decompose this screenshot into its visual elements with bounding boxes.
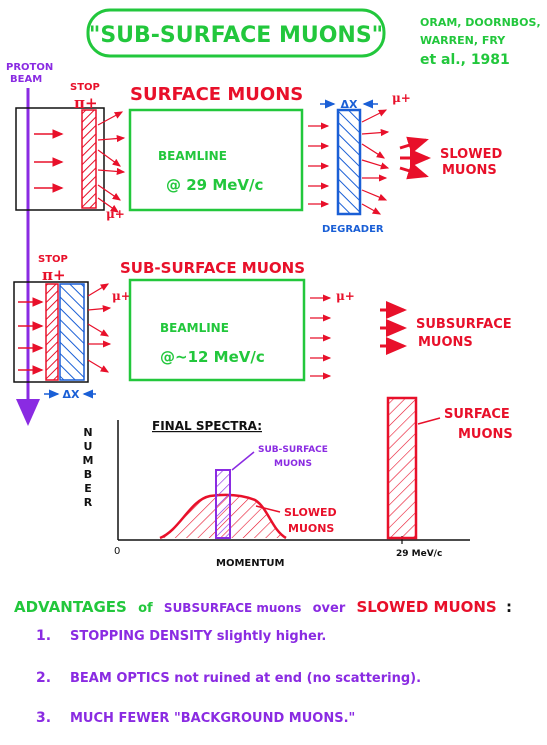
mu-plus-label-top-right: μ+ bbox=[392, 91, 411, 105]
beamline-label-mid: BEAMLINE bbox=[160, 321, 229, 335]
proton-beam-label-2: BEAM bbox=[10, 74, 42, 85]
muon-spray-top bbox=[97, 111, 126, 213]
slowed-label-2: MUONS bbox=[288, 522, 334, 535]
advantages-of: of bbox=[138, 601, 153, 616]
x-axis-label: MOMENTUM bbox=[216, 558, 285, 569]
y-axis-letter: R bbox=[84, 496, 93, 509]
pi-plus-label-mid: π+ bbox=[42, 266, 66, 284]
proton-beam-label-1: PROTON bbox=[6, 62, 53, 73]
delta-x-label-mid: ΔX bbox=[63, 388, 81, 401]
slowed-muons-label-2: MUONS bbox=[442, 163, 497, 178]
beam-out-arrows-mid bbox=[310, 294, 332, 380]
slowed-pointer bbox=[255, 505, 281, 513]
y-axis-letter: E bbox=[84, 482, 92, 495]
advantages-heading: ADVANTAGES of SUBSURFACE muons over SLOW… bbox=[14, 598, 512, 616]
citation-line-2: WARREN, FRY bbox=[420, 34, 506, 47]
momentum-label-top: @ 29 MeV/c bbox=[166, 176, 263, 194]
proton-arrows-mid bbox=[18, 297, 44, 375]
stop-layer-mid bbox=[45, 283, 59, 381]
muon-spray-mid bbox=[87, 283, 112, 373]
y-axis-letter: U bbox=[84, 440, 93, 453]
slowed-muons-label-1: SLOWED bbox=[440, 147, 502, 162]
sub-surface-pointer bbox=[231, 451, 255, 471]
target-mid bbox=[13, 281, 89, 383]
page-title: "SUB-SURFACE MUONS" bbox=[89, 23, 383, 48]
advantages-word: ADVANTAGES bbox=[14, 598, 127, 616]
title-frame bbox=[86, 8, 386, 58]
slowed-label-1: SLOWED bbox=[284, 506, 337, 519]
degrader-label: DEGRADER bbox=[322, 224, 384, 235]
y-axis-label: N U M B E R bbox=[83, 426, 94, 509]
stop-label-top: STOP bbox=[70, 82, 100, 93]
citation-line-3: et al., 1981 bbox=[420, 52, 510, 68]
mu-plus-label-top-left: μ+ bbox=[106, 207, 125, 221]
surface-label-1: SURFACE bbox=[444, 407, 510, 422]
advantages-colon: : bbox=[506, 598, 512, 616]
origin-label: 0 bbox=[114, 546, 120, 557]
surface-muons-heading: SURFACE MUONS bbox=[130, 84, 303, 105]
beamline-label-top: BEAMLINE bbox=[158, 149, 227, 163]
beamline-box-mid bbox=[128, 278, 306, 382]
mu-plus-label-mid-left: μ+ bbox=[112, 289, 131, 303]
surface-muons-bar bbox=[386, 396, 418, 540]
y-axis-letter: B bbox=[84, 468, 92, 481]
degrader-block bbox=[336, 108, 362, 216]
spectra-title: FINAL SPECTRA: bbox=[152, 419, 262, 433]
advantage-1-number: 1. bbox=[36, 628, 51, 644]
pi-plus-label-top: π+ bbox=[74, 94, 98, 112]
advantage-3-text: MUCH FEWER "BACKGROUND MUONS." bbox=[70, 711, 355, 726]
advantages-subsurface: SUBSURFACE muons bbox=[164, 601, 301, 615]
advantages-slowed: SLOWED MUONS bbox=[356, 598, 496, 616]
tick-29-label: 29 MeV/c bbox=[396, 549, 442, 559]
mu-plus-label-mid-right: μ+ bbox=[336, 289, 355, 303]
beamline-box-top bbox=[128, 108, 304, 212]
subsurface-arrows bbox=[380, 301, 407, 355]
surface-label-2: MUONS bbox=[458, 427, 513, 442]
advantage-3-number: 3. bbox=[36, 710, 51, 726]
advantage-1-text: STOPPING DENSITY slightly higher. bbox=[70, 629, 326, 644]
momentum-label-mid: @~12 MeV/c bbox=[160, 348, 265, 366]
sub-surface-muons-bar bbox=[215, 469, 231, 539]
surface-pointer bbox=[417, 417, 441, 425]
beam-out-arrows-top bbox=[308, 122, 330, 208]
y-axis-letter: M bbox=[83, 454, 94, 467]
blue-layer-mid bbox=[59, 283, 85, 381]
target-top bbox=[15, 107, 105, 211]
subsurface-muons-label-1: SUBSURFACE bbox=[416, 317, 512, 332]
advantage-2-number: 2. bbox=[36, 670, 51, 686]
advantage-2-text: BEAM OPTICS not ruined at end (no scatte… bbox=[70, 671, 421, 686]
sub-surface-label-1: SUB-SURFACE bbox=[258, 445, 328, 455]
stop-layer-top bbox=[81, 109, 97, 209]
slowed-arrows bbox=[399, 136, 431, 180]
stop-label-mid: STOP bbox=[38, 254, 68, 265]
sub-surface-label-2: MUONS bbox=[274, 459, 312, 469]
degrader-spray bbox=[361, 109, 390, 215]
sub-surface-muons-heading: SUB-SURFACE MUONS bbox=[120, 259, 305, 277]
y-axis-letter: N bbox=[83, 426, 92, 439]
citation-line-1: ORAM, DOORNBOS, bbox=[420, 16, 541, 29]
delta-x-label-top: ΔX bbox=[341, 98, 359, 111]
subsurface-muons-label-2: MUONS bbox=[418, 335, 473, 350]
proton-arrows-top bbox=[34, 129, 64, 193]
advantages-over: over bbox=[313, 601, 346, 616]
